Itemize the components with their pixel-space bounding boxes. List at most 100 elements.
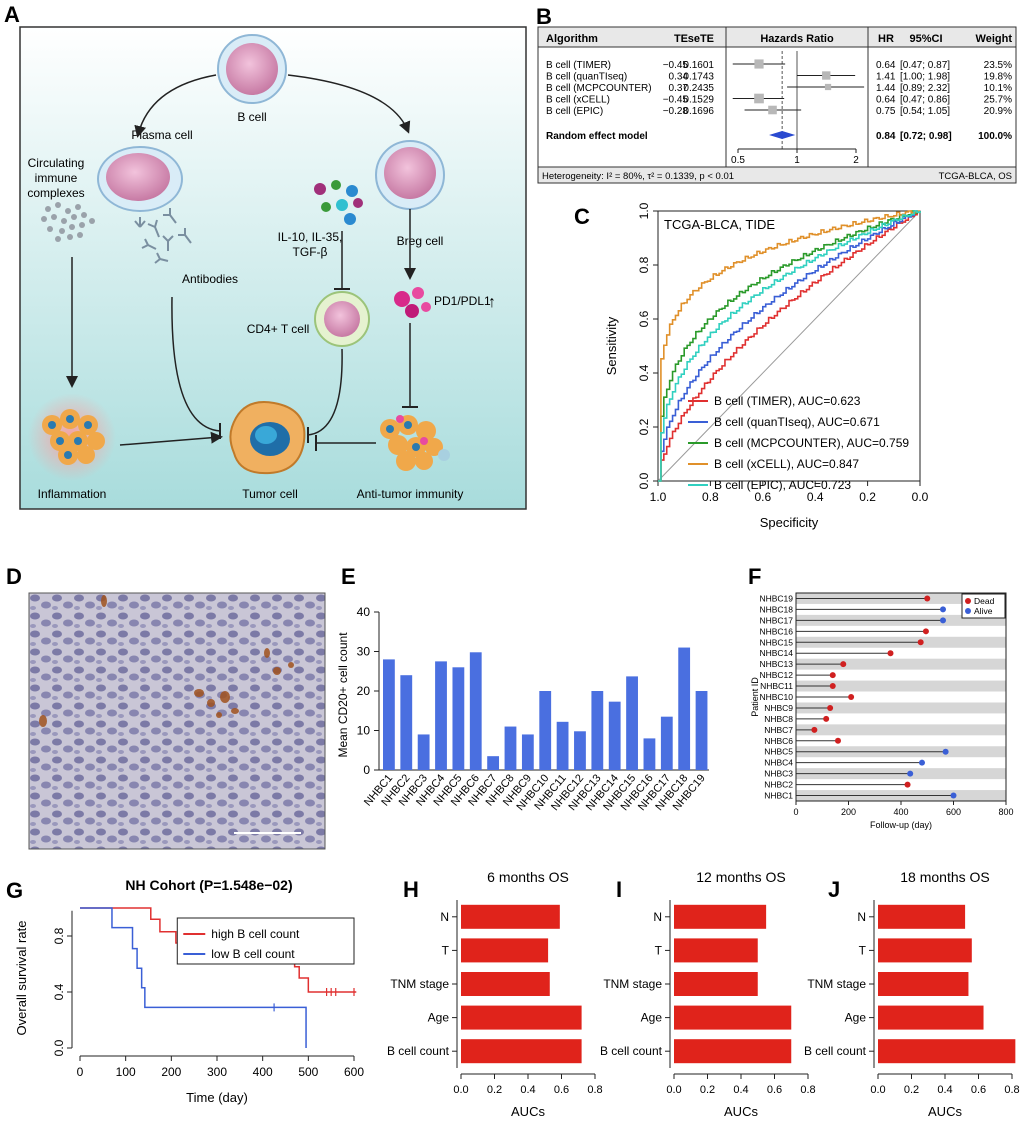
panel-letter-b: B [536, 4, 552, 29]
follow-up-row-band [796, 658, 1006, 670]
panel-letter-f: F [748, 564, 761, 589]
anti-tumor-immunity-icon [380, 415, 450, 471]
cd4-t-cell-icon [314, 291, 370, 347]
forest-frame [537, 26, 1017, 184]
roc-x-label: Specificity [760, 515, 819, 530]
b-cell-icon [217, 34, 287, 104]
km-x-label: Time (day) [186, 1090, 248, 1105]
auc-title: 6 months OS [487, 869, 569, 885]
follow-up-y-label: Patient ID [750, 677, 760, 717]
bar [487, 756, 500, 770]
ihc-tissue [28, 592, 326, 850]
forest-col-header: Algorithm [546, 33, 598, 45]
panel-letter-d: D [6, 564, 22, 589]
forest-row-algorithm: B cell (xCELL) [546, 95, 610, 106]
follow-up-dot [940, 617, 946, 624]
panel-i-auc-chart: 12 months OS N T TNM stage Age B cell count 0.… [600, 869, 816, 1119]
forest-row-weight: 20.9% [984, 106, 1012, 117]
panel-letter-h: H [403, 877, 419, 902]
auc-x-tick-label: 0.8 [1004, 1084, 1019, 1096]
follow-up-legend-label: Dead [974, 596, 995, 606]
km-x-tick-label: 300 [207, 1065, 227, 1079]
pd1-up-arrow-icon: ↑ [488, 294, 496, 311]
roc-x-tick-label: 0.8 [702, 490, 719, 504]
auc-x-label: AUCs [928, 1104, 962, 1119]
forest-row-sete: 0.1696 [683, 106, 714, 117]
follow-up-row-band [796, 724, 1006, 736]
bar [556, 721, 569, 770]
auc-category-label: N [653, 910, 662, 924]
follow-up-dot [942, 748, 949, 755]
km-x-tick-label: 500 [298, 1065, 318, 1079]
antibodies-icon [134, 208, 192, 264]
forest-row-algorithm: B cell (quanTIseq) [546, 72, 627, 83]
label-complexes-2: immune [35, 171, 78, 185]
panel-letter-g: G [6, 878, 23, 903]
auc-category-label: Age [641, 1011, 663, 1025]
auc-category-label: B cell count [387, 1044, 450, 1058]
follow-up-dot [811, 726, 818, 733]
bar-y-tick-label: 0 [363, 763, 370, 777]
panel-letter-i: I [616, 877, 622, 902]
follow-up-x-tick-label: 600 [946, 807, 961, 817]
forest-summary-label: Random effect model [546, 131, 648, 142]
follow-up-legend-dot [965, 608, 971, 614]
bar-y-label: Mean CD20+ cell count [336, 632, 350, 758]
forest-summary-weight: 100.0% [978, 131, 1012, 142]
patient-label: NHBC18 [759, 604, 793, 614]
auc-bar [674, 972, 758, 996]
follow-up-dot [829, 672, 836, 679]
forest-row-hr: 0.64 [876, 95, 896, 106]
auc-category-label: B cell count [804, 1044, 867, 1058]
auc-x-tick-label: 0.2 [700, 1084, 715, 1096]
auc-bar [878, 1039, 1016, 1064]
inflammation-tissue-icon [42, 409, 105, 465]
patient-label: NHBC8 [764, 714, 793, 724]
roc-x-tick-label: 0.2 [859, 490, 876, 504]
auc-bar [674, 904, 767, 929]
auc-bar [878, 904, 966, 929]
auc-x-tick-label: 0.0 [870, 1084, 885, 1096]
km-title: NH Cohort (P=1.548e−02) [125, 877, 292, 893]
km-y-tick-label: 0.0 [52, 1039, 66, 1056]
patient-label: NHBC2 [764, 780, 793, 790]
auc-bar [878, 1005, 984, 1030]
follow-up-dot [917, 639, 924, 646]
km-curve [80, 907, 307, 1048]
bar-y-tick-label: 20 [357, 684, 371, 698]
patient-label: NHBC12 [759, 670, 793, 680]
bar [417, 734, 430, 770]
tumor-cell-icon [229, 401, 306, 475]
follow-up-dot [827, 704, 834, 711]
roc-y-tick-label: 0.2 [637, 418, 651, 435]
roc-x-tick-label: 0.6 [754, 490, 771, 504]
patient-label: NHBC1 [764, 791, 793, 801]
auc-x-tick-label: 0.2 [487, 1084, 502, 1096]
panel-letter-c: C [574, 204, 590, 229]
patient-label: NHBC11 [760, 681, 793, 691]
label-anti-tumor-immunity: Anti-tumor immunity [357, 487, 464, 501]
forest-row-hr: 1.41 [876, 72, 896, 83]
inhibit-antibodies-to-tumor [171, 296, 221, 432]
follow-up-dot [904, 781, 911, 788]
auc-x-label: AUCs [511, 1104, 545, 1119]
bar-y-tick-label: 40 [357, 605, 371, 619]
auc-category-label: Age [428, 1011, 450, 1025]
follow-up-x-label: Follow-up (day) [870, 820, 932, 830]
roc-legend-label: B cell (TIMER), AUC=0.623 [714, 394, 861, 408]
forest-x-tick-label: 1 [794, 155, 800, 166]
forest-row-hr: 0.75 [876, 106, 896, 117]
forest-summary-diamond [769, 131, 796, 139]
forest-row-te: −0.45 [663, 95, 689, 106]
forest-row-te: 0.34 [669, 72, 689, 83]
forest-x-tick-label: 0.5 [731, 155, 745, 166]
cytokines-icon [314, 180, 363, 225]
patient-label: NHBC9 [764, 703, 793, 713]
panel-f-follow-up-chart: NHBC19NHBC18NHBC17NHBC16NHBC15NHBC14NHBC… [750, 592, 1014, 830]
follow-up-dot [835, 737, 841, 744]
forest-footer-right: TCGA-BLCA, OS [939, 171, 1012, 182]
bar [591, 691, 604, 770]
forest-point [822, 71, 831, 80]
km-x-tick-label: 100 [116, 1065, 136, 1079]
